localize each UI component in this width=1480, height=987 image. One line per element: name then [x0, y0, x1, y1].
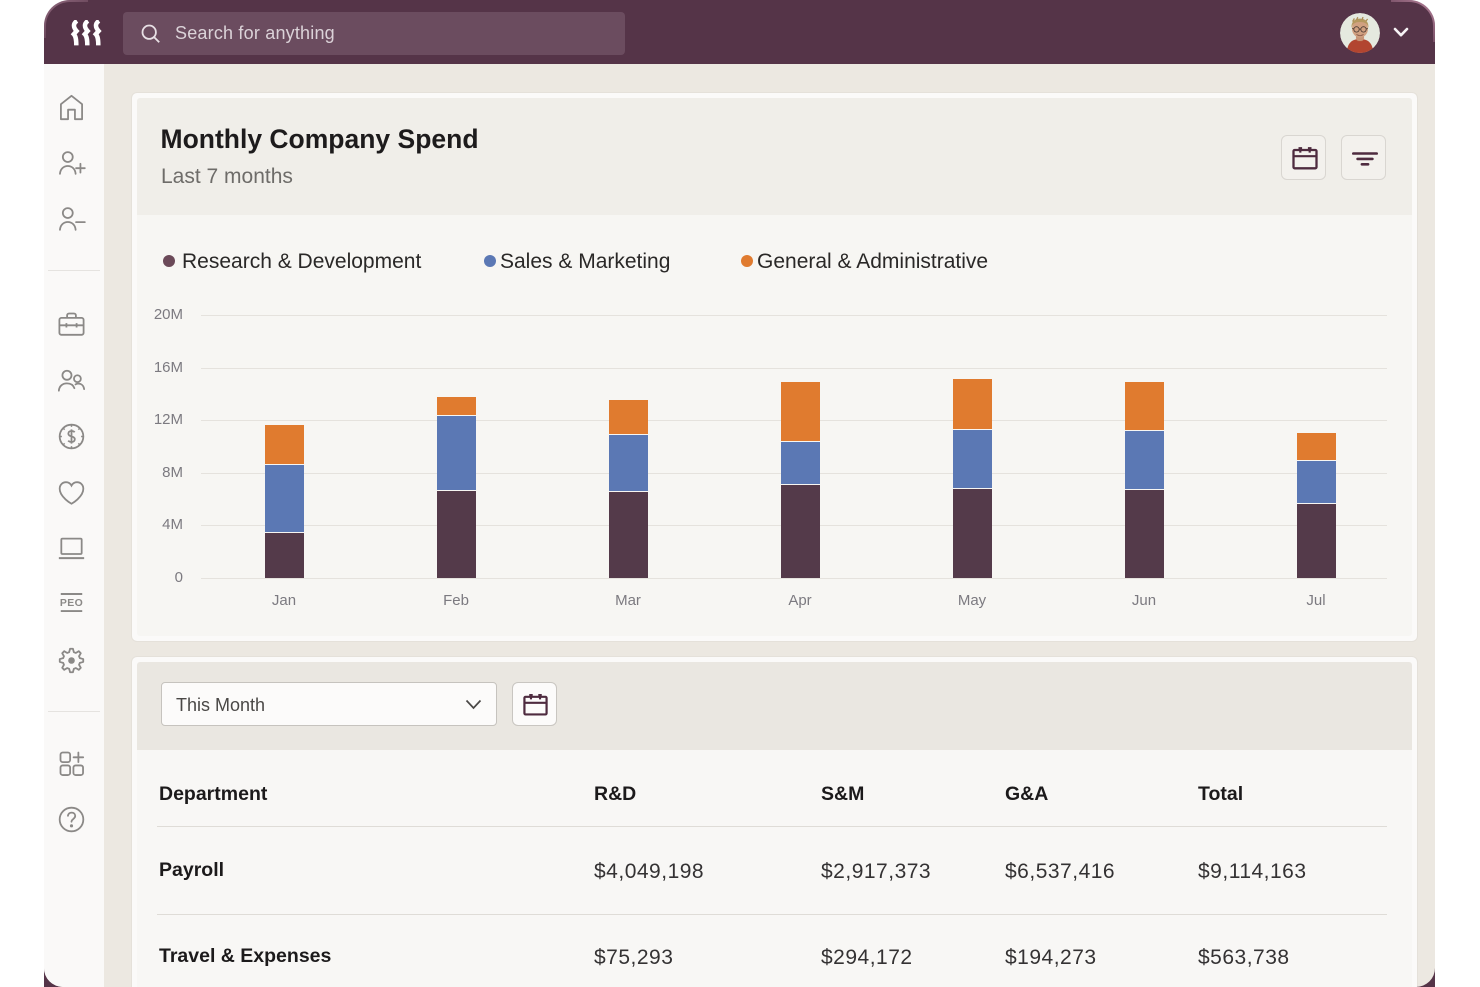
svg-text:PEO: PEO: [59, 597, 82, 608]
